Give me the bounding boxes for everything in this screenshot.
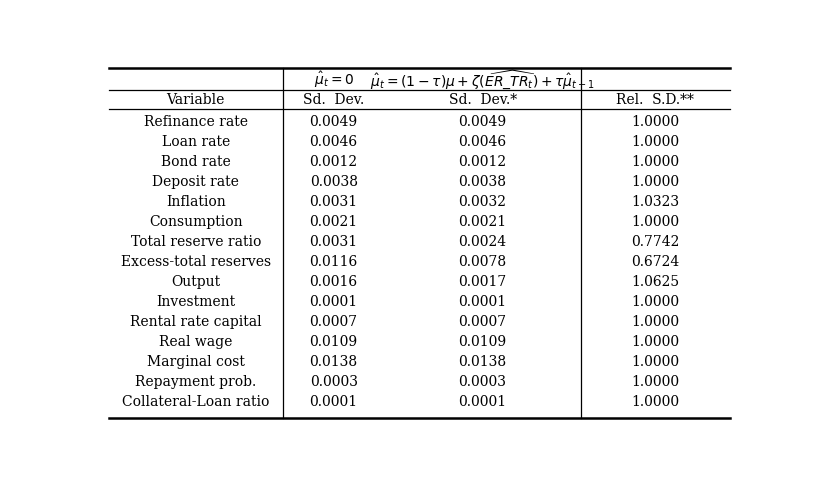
Text: 0.0038: 0.0038 xyxy=(459,175,506,189)
Text: 1.0000: 1.0000 xyxy=(631,335,680,349)
Text: Marginal cost: Marginal cost xyxy=(146,355,245,369)
Text: 0.0001: 0.0001 xyxy=(459,295,506,309)
Text: 0.0038: 0.0038 xyxy=(310,175,357,189)
Text: Investment: Investment xyxy=(156,295,236,309)
Text: 0.0024: 0.0024 xyxy=(459,235,506,249)
Text: 0.0003: 0.0003 xyxy=(310,375,357,389)
Text: Deposit rate: Deposit rate xyxy=(152,175,239,189)
Text: 1.0000: 1.0000 xyxy=(631,155,680,169)
Text: 0.0001: 0.0001 xyxy=(459,395,506,409)
Text: 0.0032: 0.0032 xyxy=(459,196,506,209)
Text: 0.0001: 0.0001 xyxy=(309,295,357,309)
Text: 0.0078: 0.0078 xyxy=(459,255,506,269)
Text: Inflation: Inflation xyxy=(166,196,226,209)
Text: 1.0000: 1.0000 xyxy=(631,115,680,130)
Text: Loan rate: Loan rate xyxy=(162,135,230,149)
Text: Variable: Variable xyxy=(167,93,225,107)
Text: Rental rate capital: Rental rate capital xyxy=(130,315,262,329)
Text: Consumption: Consumption xyxy=(149,215,243,229)
Text: 0.0012: 0.0012 xyxy=(459,155,506,169)
Text: 0.7742: 0.7742 xyxy=(631,235,680,249)
Text: 0.0138: 0.0138 xyxy=(309,355,357,369)
Text: 0.0003: 0.0003 xyxy=(459,375,506,389)
Text: 0.0049: 0.0049 xyxy=(459,115,506,130)
Text: Output: Output xyxy=(171,275,220,289)
Text: $\hat{\mu}_t = (1-\tau)\mu + \zeta(\widehat{ER\_TR}_t) + \tau\hat{\mu}_{t-1}$: $\hat{\mu}_t = (1-\tau)\mu + \zeta(\wide… xyxy=(371,68,595,91)
Text: Rel.  S.D.**: Rel. S.D.** xyxy=(617,93,694,107)
Text: 0.0049: 0.0049 xyxy=(309,115,357,130)
Text: 0.0031: 0.0031 xyxy=(309,235,357,249)
Text: 1.0000: 1.0000 xyxy=(631,295,680,309)
Text: 1.0625: 1.0625 xyxy=(631,275,680,289)
Text: 1.0000: 1.0000 xyxy=(631,395,680,409)
Text: Refinance rate: Refinance rate xyxy=(144,115,248,130)
Text: 0.0017: 0.0017 xyxy=(459,275,506,289)
Text: Repayment prob.: Repayment prob. xyxy=(135,375,256,389)
Text: 0.0109: 0.0109 xyxy=(459,335,506,349)
Text: Bond rate: Bond rate xyxy=(161,155,231,169)
Text: 1.0000: 1.0000 xyxy=(631,375,680,389)
Text: 1.0000: 1.0000 xyxy=(631,215,680,229)
Text: Total reserve ratio: Total reserve ratio xyxy=(131,235,261,249)
Text: 0.0007: 0.0007 xyxy=(309,315,357,329)
Text: 0.6724: 0.6724 xyxy=(631,255,680,269)
Text: 0.0046: 0.0046 xyxy=(309,135,357,149)
Text: 0.0116: 0.0116 xyxy=(309,255,357,269)
Text: 0.0109: 0.0109 xyxy=(309,335,357,349)
Text: $\hat{\mu}_t = 0$: $\hat{\mu}_t = 0$ xyxy=(313,69,353,89)
Text: 1.0323: 1.0323 xyxy=(631,196,680,209)
Text: 0.0012: 0.0012 xyxy=(309,155,357,169)
Text: 0.0046: 0.0046 xyxy=(459,135,506,149)
Text: 1.0000: 1.0000 xyxy=(631,315,680,329)
Text: Real wage: Real wage xyxy=(159,335,232,349)
Text: Sd.  Dev.: Sd. Dev. xyxy=(303,93,364,107)
Text: Sd.  Dev.*: Sd. Dev.* xyxy=(448,93,517,107)
Text: 1.0000: 1.0000 xyxy=(631,135,680,149)
Text: 0.0001: 0.0001 xyxy=(309,395,357,409)
Text: Excess-total reserves: Excess-total reserves xyxy=(121,255,271,269)
Text: 0.0031: 0.0031 xyxy=(309,196,357,209)
Text: Collateral-Loan ratio: Collateral-Loan ratio xyxy=(122,395,269,409)
Text: 1.0000: 1.0000 xyxy=(631,175,680,189)
Text: 0.0021: 0.0021 xyxy=(459,215,506,229)
Text: 0.0138: 0.0138 xyxy=(459,355,506,369)
Text: 0.0016: 0.0016 xyxy=(309,275,357,289)
Text: 1.0000: 1.0000 xyxy=(631,355,680,369)
Text: 0.0021: 0.0021 xyxy=(309,215,357,229)
Text: 0.0007: 0.0007 xyxy=(459,315,506,329)
